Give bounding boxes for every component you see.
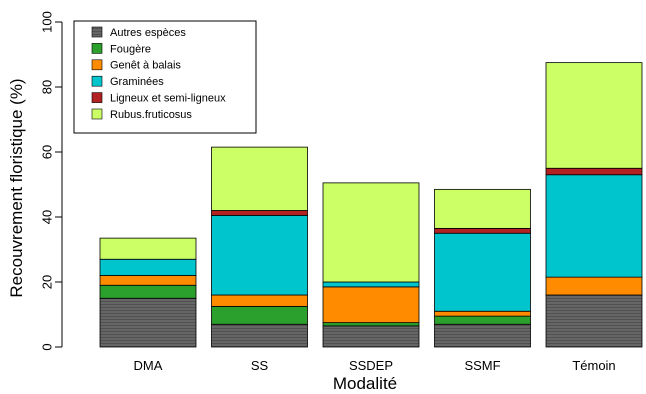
- bar-stack-dma: [99, 237, 197, 348]
- bar-segment: [211, 210, 308, 216]
- bar-segment: [322, 322, 420, 327]
- bar-stack-ssdep: [322, 182, 420, 348]
- bar-segment: [545, 174, 643, 278]
- bar-segment: [545, 276, 643, 296]
- bar-segment: [434, 310, 531, 317]
- x-axis-title: Modalité: [333, 374, 397, 393]
- x-tick-label: SSDEP: [349, 358, 393, 373]
- bar-segment: [211, 294, 308, 307]
- bar-segment: [545, 62, 643, 169]
- x-axis: DMA SS SSDEP SSMF Témoin: [134, 358, 616, 373]
- bar-segment: [322, 182, 420, 283]
- y-tick-label: 40: [40, 210, 55, 224]
- legend-swatch: [91, 43, 103, 54]
- legend-items: Autres espèces Fougère Genêt à balais Grami…: [91, 26, 226, 121]
- y-tick-label: 20: [40, 275, 55, 289]
- bar-segment: [434, 323, 531, 348]
- x-tick-label: Témoin: [572, 358, 615, 373]
- x-tick-label: DMA: [134, 358, 163, 373]
- bar-segment: [99, 275, 197, 286]
- bar-stack-témoin: [545, 62, 643, 348]
- legend: Autres espèces Fougère Genêt à balais Grami…: [73, 20, 257, 134]
- y-tick-label: 0: [40, 343, 55, 350]
- legend-label: Rubus.fruticosus: [110, 109, 192, 121]
- bar-segment: [545, 167, 643, 176]
- legend-swatch: [91, 59, 103, 71]
- bars: [99, 62, 643, 348]
- y-ticks: 0 20 40 60 80 100: [40, 11, 62, 351]
- y-tick-label: 100: [40, 11, 55, 33]
- bar-segment: [99, 297, 197, 348]
- legend-swatch: [91, 92, 103, 103]
- y-tick-label: 80: [40, 80, 55, 94]
- legend-box: [73, 20, 257, 134]
- bar-segment: [211, 214, 308, 296]
- bar-stack-ss: [211, 146, 308, 348]
- bar-segment: [99, 237, 197, 260]
- legend-swatch: [91, 108, 103, 120]
- legend-swatch: [91, 75, 103, 87]
- bar-segment: [99, 284, 197, 299]
- bar-segment: [434, 188, 531, 229]
- bar-segment: [322, 325, 420, 348]
- bar-stack-ssmf: [434, 188, 531, 348]
- bar-segment: [99, 258, 197, 276]
- bar-segment: [434, 232, 531, 312]
- bar-segment: [322, 286, 420, 324]
- bar-segment: [211, 323, 308, 348]
- y-axis-title: Recouvrement floristique (%): [7, 78, 26, 297]
- bar-segment: [434, 227, 531, 234]
- x-tick-label: SS: [251, 358, 269, 373]
- y-axis: 0 20 40 60 80 100: [40, 11, 63, 351]
- legend-swatch: [91, 26, 103, 38]
- y-tick-label: 60: [40, 145, 55, 159]
- legend-label: Ligneux et semi-ligneux: [110, 92, 226, 104]
- bar-segment: [211, 305, 308, 325]
- bar-segment: [322, 281, 420, 288]
- bar-segment: [434, 315, 531, 325]
- legend-label: Autres espèces: [110, 27, 186, 39]
- x-tick-label: SSMF: [464, 358, 500, 373]
- bar-segment: [211, 146, 308, 211]
- legend-label: Genêt à balais: [110, 60, 181, 72]
- legend-label: Fougère: [110, 43, 151, 55]
- legend-label: Graminées: [110, 76, 164, 88]
- bar-segment: [545, 294, 643, 348]
